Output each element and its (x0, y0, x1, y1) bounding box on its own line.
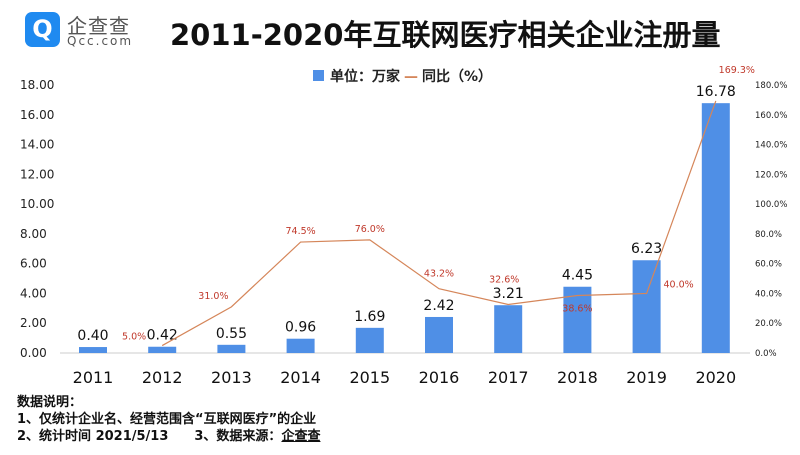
y-left-tick-label: 6.00 (20, 257, 47, 271)
y-right-tick-label: 160.0% (755, 111, 787, 121)
bar (79, 347, 107, 353)
yoy-value-label: 43.2% (424, 269, 454, 280)
x-tick-label: 2012 (142, 368, 183, 387)
legend-bar-swatch (313, 70, 324, 81)
bar (148, 346, 177, 353)
y-right-tick-label: 180.0% (755, 81, 787, 91)
bar-value-label: 4.45 (562, 268, 593, 284)
y-right-tick-label: 60.0% (755, 260, 782, 270)
y-right-tick-label: 20.0% (755, 319, 782, 329)
notes-heading: 数据说明： (17, 395, 83, 410)
x-tick-label: 2019 (626, 368, 667, 387)
bar-value-label: 2.42 (423, 298, 454, 314)
x-tick-label: 2016 (419, 368, 460, 387)
x-tick-label: 2015 (349, 368, 390, 387)
y-left-tick-label: 12.00 (20, 167, 54, 181)
x-tick-label: 2018 (557, 368, 598, 387)
yoy-value-label: 5.0% (122, 332, 146, 343)
bar (494, 305, 523, 353)
y-left-tick-label: 4.00 (20, 286, 47, 300)
yoy-value-label: 31.0% (198, 291, 228, 302)
notes-line2: 2、统计时间 2021/5/13 (17, 429, 169, 444)
legend-line-swatch: — (404, 69, 418, 85)
qcc-logo-icon: Q (25, 12, 60, 47)
y-left-tick-label: 14.00 (20, 138, 54, 152)
y-left-tick-label: 10.00 (20, 197, 54, 211)
x-tick-label: 2013 (211, 368, 252, 387)
bar-value-label: 16.78 (696, 84, 736, 100)
yoy-value-label: 40.0% (664, 279, 694, 290)
y-right-tick-label: 100.0% (755, 200, 787, 210)
bar (355, 327, 384, 353)
yoy-value-label: 74.5% (286, 226, 316, 237)
x-tick-label: 2014 (280, 368, 321, 387)
y-left-tick-label: 16.00 (20, 108, 54, 122)
y-left-tick-label: 8.00 (20, 227, 47, 241)
bar (286, 338, 315, 353)
qcc-logo: Q 企查查 Qcc.com (25, 12, 137, 50)
bar-value-label: 0.96 (285, 320, 316, 336)
bar (701, 103, 730, 353)
yoy-value-label: 38.6% (562, 304, 592, 315)
bar-value-label: 0.40 (77, 328, 108, 344)
bar (425, 316, 453, 353)
bar (563, 286, 592, 353)
logo-name-en: Qcc.com (67, 34, 134, 48)
bar-value-label: 6.23 (631, 241, 662, 257)
bar-value-label: 3.21 (493, 286, 524, 302)
notes-line1: 1、仅统计企业名、经营范围含“互联网医疗”的企业 (17, 412, 317, 427)
y-right-tick-label: 40.0% (755, 289, 782, 299)
bar-value-label: 0.55 (216, 326, 247, 342)
x-tick-label: 2017 (488, 368, 529, 387)
notes-source: 企查查 (281, 429, 321, 444)
chart-title: 2011-2020年互联网医疗相关企业注册量 (170, 18, 721, 52)
x-tick-label: 2011 (73, 368, 114, 387)
y-right-tick-label: 140.0% (755, 141, 787, 151)
y-left-tick-label: 2.00 (20, 316, 47, 330)
logo-name-cn: 企查查 (67, 14, 130, 38)
yoy-value-label: 76.0% (355, 224, 385, 235)
y-left-tick-label: 0.00 (20, 346, 47, 360)
y-right-tick-label: 0.0% (755, 349, 777, 359)
x-tick-label: 2020 (695, 368, 736, 387)
legend-bar-label: 单位：万家 (330, 69, 400, 85)
y-right-tick-label: 120.0% (755, 170, 787, 180)
yoy-value-label: 32.6% (489, 274, 519, 285)
bar (632, 260, 661, 353)
y-right-tick-label: 80.0% (755, 230, 782, 240)
notes: 数据说明： 1、仅统计企业名、经营范围含“互联网医疗”的企业 2、统计时间 20… (17, 394, 320, 445)
y-left-tick-label: 18.00 (20, 78, 54, 92)
notes-line3: 3、数据来源： (194, 429, 282, 444)
bar-value-label: 0.42 (147, 328, 178, 344)
legend: 单位：万家 — 同比（%） (313, 66, 492, 86)
bar-value-label: 1.69 (354, 309, 385, 325)
yoy-value-label: 169.3% (719, 65, 755, 76)
legend-line-label: 同比（%） (422, 69, 493, 85)
bar (217, 344, 246, 353)
